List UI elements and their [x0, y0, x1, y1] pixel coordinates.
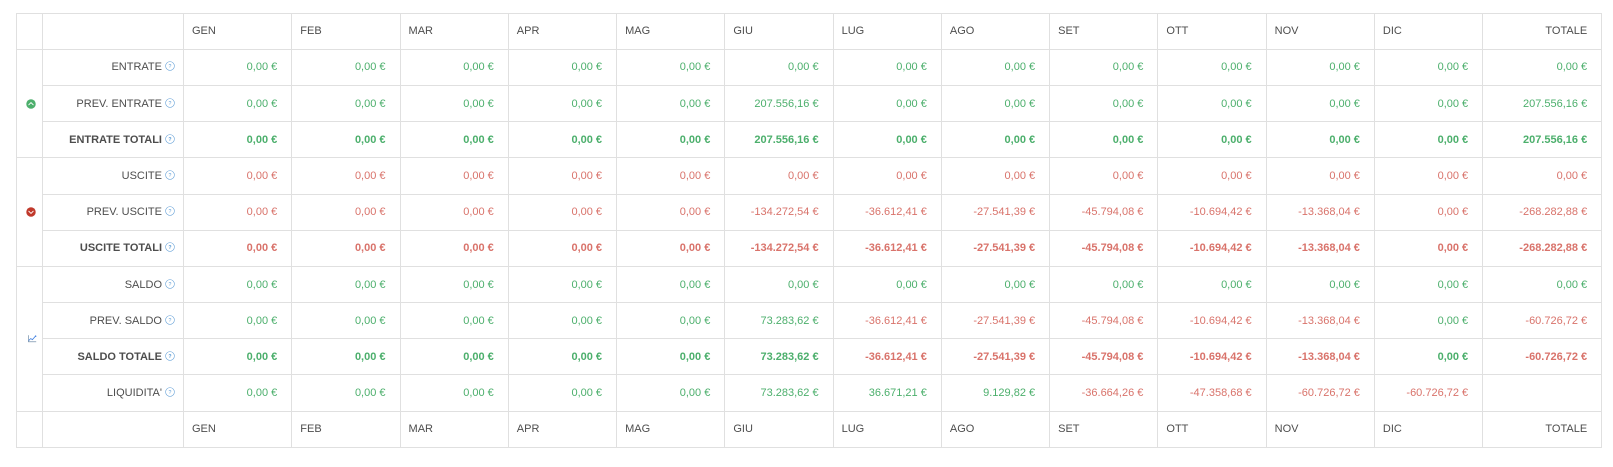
svg-text:?: ?: [169, 390, 172, 396]
svg-text:?: ?: [169, 281, 172, 287]
svg-text:?: ?: [169, 173, 172, 179]
svg-text:?: ?: [169, 317, 172, 323]
svg-text:?: ?: [169, 100, 172, 106]
svg-text:?: ?: [169, 64, 172, 70]
svg-text:?: ?: [168, 354, 171, 360]
svg-text:?: ?: [168, 245, 171, 251]
svg-text:?: ?: [169, 209, 172, 215]
svg-text:?: ?: [168, 137, 171, 143]
